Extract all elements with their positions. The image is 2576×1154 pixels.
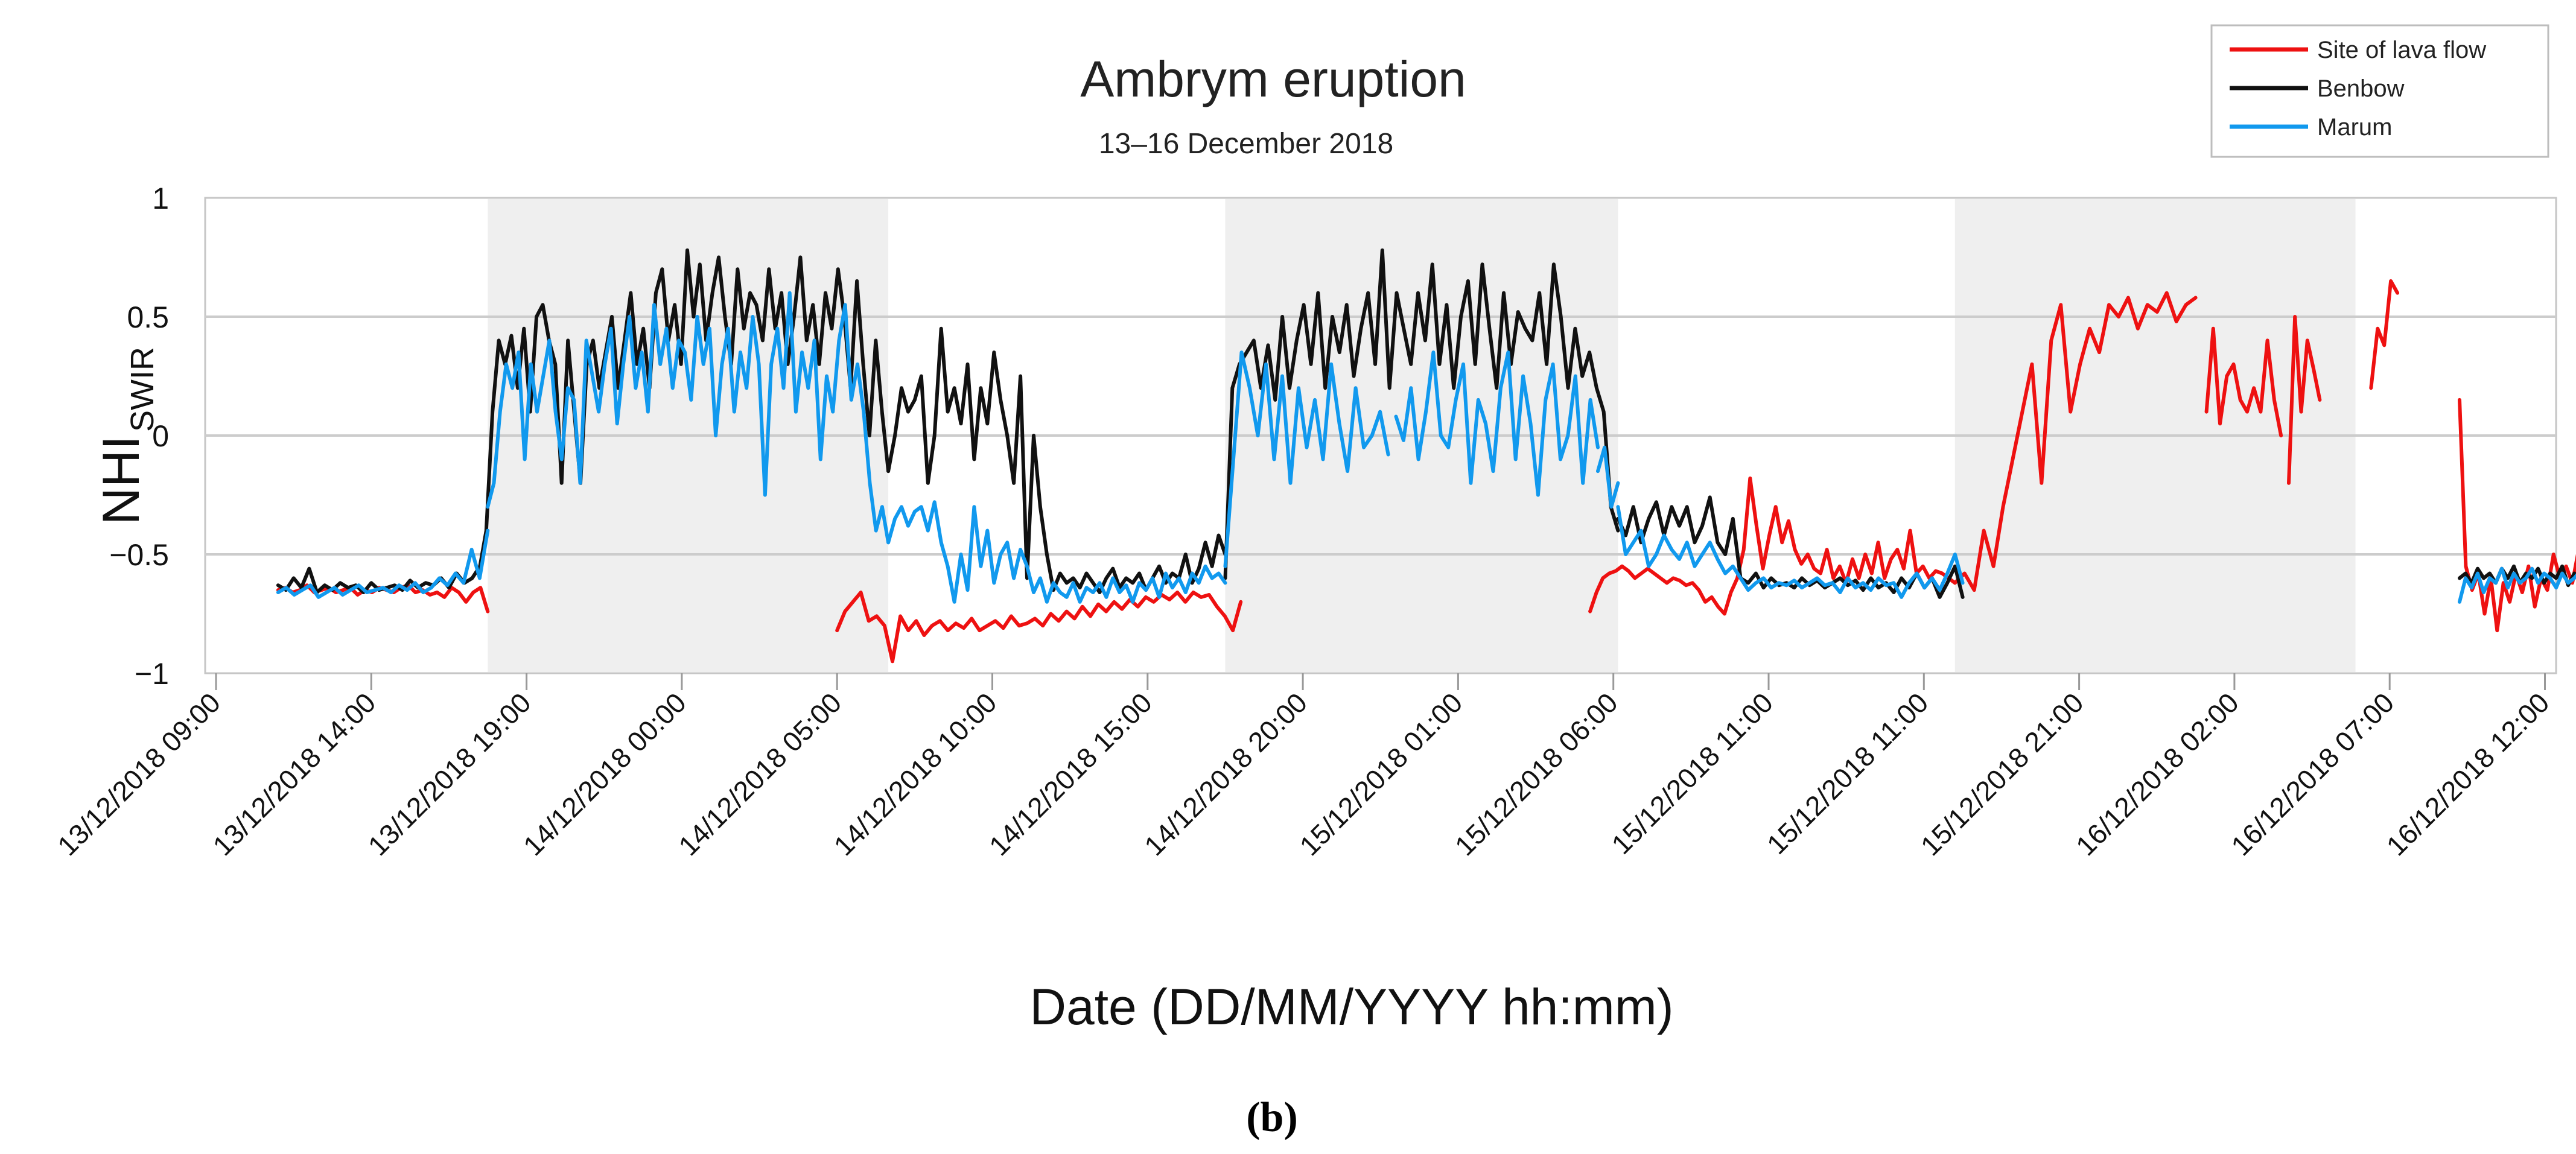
legend-label-marum: Marum xyxy=(2317,114,2392,141)
legend-box xyxy=(2210,24,2549,158)
y-axis-label: NHI SWIR xyxy=(92,347,161,525)
x-tick-label: 14/12/2018 15:00 xyxy=(983,686,1158,861)
legend-label-benbow: Benbow xyxy=(2317,75,2405,102)
x-tick-label: 13/12/2018 09:00 xyxy=(51,686,226,861)
series-line-site-of-lava-flow-seg-2 xyxy=(835,591,1243,664)
x-tick-label: 15/12/2018 11:00 xyxy=(1605,686,1779,860)
series-line-benbow-seg-2 xyxy=(478,248,891,568)
y-tick-label: −1 xyxy=(135,657,169,691)
x-tick-label: 16/12/2018 12:00 xyxy=(2380,686,2555,861)
x-tick-marks xyxy=(215,673,2546,690)
series-line-marum-seg-2 xyxy=(486,291,891,545)
series-line-benbow-seg-4 xyxy=(1223,248,1620,580)
series-line-site-of-lava-flow-seg-7 xyxy=(2369,279,2400,390)
series-line-site-of-lava-flow-seg-6 xyxy=(2287,315,2322,485)
series-line-marum-seg-4 xyxy=(1223,350,1390,568)
x-tick-label: 14/12/2018 05:00 xyxy=(672,686,847,861)
y-tick-label: −0.5 xyxy=(109,538,169,572)
series-line-site-of-lava-flow-seg-5 xyxy=(2204,326,2283,437)
chart-subtitle: 13–16 December 2018 xyxy=(1099,128,1393,160)
series-line-benbow-seg-5 xyxy=(1616,495,1965,599)
series-line-site-of-lava-flow-seg-3 xyxy=(1588,476,1957,616)
y-axis-label-main: NHI xyxy=(92,436,150,525)
series-line-marum-seg-6 xyxy=(1596,445,1620,509)
y-tick-label: 0 xyxy=(152,419,169,453)
y-tick-label: 0.5 xyxy=(127,300,169,334)
series-line-marum-seg-7 xyxy=(1616,505,1965,599)
x-tick-label: 13/12/2018 19:00 xyxy=(362,686,537,861)
series-line-marum-seg-8 xyxy=(2458,566,2576,604)
gridlines xyxy=(205,315,2556,556)
legend-label-lava: Site of lava flow xyxy=(2317,37,2486,63)
x-tick-label: 16/12/2018 07:00 xyxy=(2225,686,2400,861)
x-axis-label: Date (DD/MM/YYYY hh:mm) xyxy=(1029,978,1673,1035)
x-tick-label: 15/12/2018 21:00 xyxy=(1915,686,2090,861)
y-tick-labels: 1 0.5 0 −0.5 −1 xyxy=(109,182,169,691)
y-axis-label-subscript: SWIR xyxy=(124,347,161,432)
y-tick-label: 1 xyxy=(152,182,169,215)
series-lines xyxy=(276,248,2576,664)
series-line-marum-seg-5 xyxy=(1394,350,1600,497)
x-tick-label: 15/12/2018 11:00 xyxy=(1761,686,1935,860)
series-line-marum-seg-3 xyxy=(886,500,1227,604)
x-tick-label: 15/12/2018 01:00 xyxy=(1293,686,1468,861)
legend: Site of lava flow Benbow Marum xyxy=(2210,24,2549,158)
x-tick-label: 13/12/2018 14:00 xyxy=(206,686,381,861)
series-line-site-of-lava-flow-seg-4 xyxy=(1953,291,2198,592)
panel-label: (b) xyxy=(1246,1094,1298,1141)
x-tick-label: 15/12/2018 06:00 xyxy=(1449,686,1624,861)
x-tick-label: 16/12/2018 02:00 xyxy=(2070,686,2245,861)
x-tick-label: 14/12/2018 10:00 xyxy=(828,686,1003,861)
series-line-marum-seg-1 xyxy=(276,528,490,599)
x-tick-label: 14/12/2018 00:00 xyxy=(517,686,692,861)
x-tick-label: 14/12/2018 20:00 xyxy=(1138,686,1313,861)
chart-title: Ambrym eruption xyxy=(1080,51,1466,107)
